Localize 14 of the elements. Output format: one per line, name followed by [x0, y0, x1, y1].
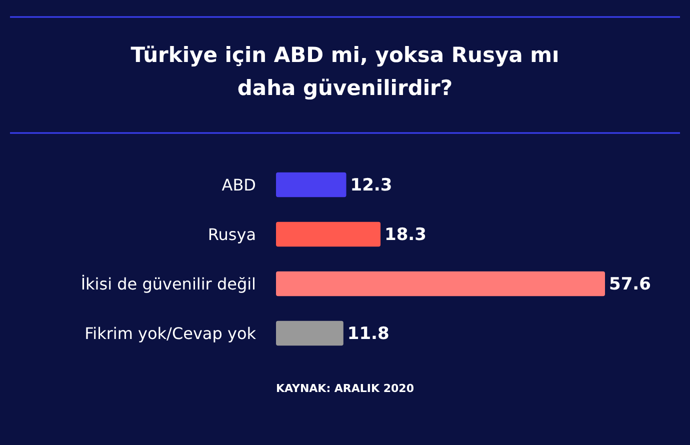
y-tick-label: ABD: [222, 175, 256, 194]
chart-title: Türkiye için ABD mi, yoksa Rusya mı daha güvenilirdir?: [130, 43, 560, 100]
data-label: 57.6: [609, 274, 651, 295]
data-label: 12.3: [350, 176, 392, 196]
bar: [276, 320, 344, 346]
data-label: 11.8: [347, 324, 390, 344]
bar: [276, 271, 605, 296]
bar: [276, 222, 381, 247]
y-tick-label: Fikrim yok/Cevap yok: [84, 324, 257, 343]
text: KAYNAK: ARALIK 2020: [276, 382, 414, 395]
y-tick-label: İkisi de güvenilir değil: [80, 274, 256, 294]
y-tick-label: Rusya: [208, 224, 256, 244]
data-label: 18.3: [384, 225, 426, 246]
bar: [276, 172, 346, 198]
